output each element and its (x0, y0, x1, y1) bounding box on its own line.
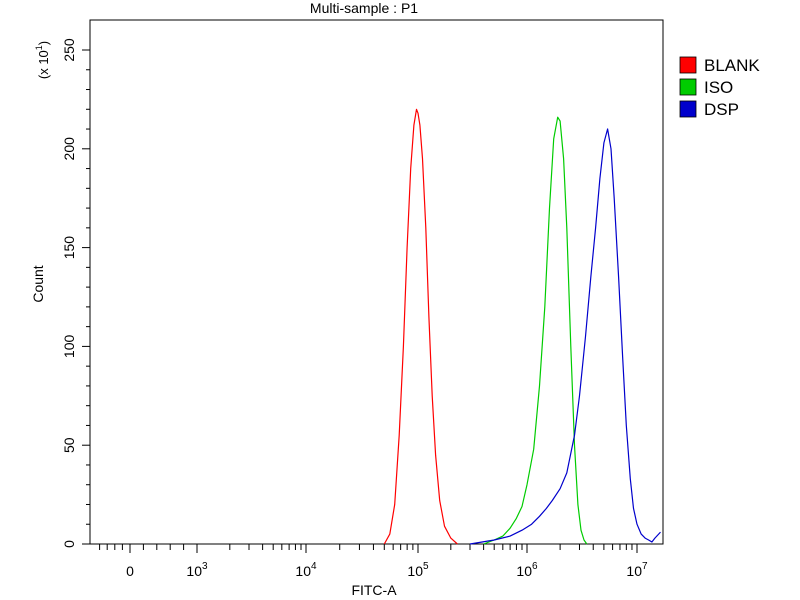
x-tick-label: 103 (186, 561, 208, 579)
legend-swatch-iso (679, 78, 697, 96)
legend-label-blank: BLANK (704, 56, 760, 75)
x-axis-label: FITC-A (351, 582, 397, 598)
legend-label-dsp: DSP (704, 100, 739, 119)
plot-frame (89, 19, 664, 545)
x-tick-label: 106 (516, 561, 538, 579)
y-axis-ticks: 0 50 100 150 200 250 (61, 38, 90, 548)
y-multiplier-exponent: 1 (34, 45, 44, 50)
legend: BLANK ISO DSP (679, 56, 760, 119)
legend-swatch-dsp (679, 100, 697, 118)
series-line-dsp (469, 128, 661, 545)
series-line-iso (483, 116, 588, 545)
x-tick-label: 107 (626, 561, 648, 579)
y-tick-label: 100 (61, 335, 77, 359)
legend-swatch-blank (679, 56, 697, 74)
y-axis-label: Count (30, 265, 46, 302)
y-tick-label: 200 (61, 137, 77, 161)
y-tick-label: 50 (61, 437, 77, 453)
x-tick-label: 104 (295, 561, 317, 579)
y-tick-label: 150 (61, 236, 77, 260)
series-line-blank (383, 108, 458, 545)
legend-label-iso: ISO (704, 78, 733, 97)
y-multiplier-label: (x 101) (34, 41, 51, 79)
y-tick-label: 0 (61, 540, 77, 548)
x-axis-ticks: 0 103 104 105 106 107 (99, 544, 648, 579)
x-tick-label: 0 (126, 563, 134, 579)
series-layer (383, 108, 661, 545)
chart-title: Multi-sample : P1 (310, 0, 418, 16)
y-tick-label: 250 (61, 38, 77, 62)
x-tick-label: 105 (407, 561, 429, 579)
